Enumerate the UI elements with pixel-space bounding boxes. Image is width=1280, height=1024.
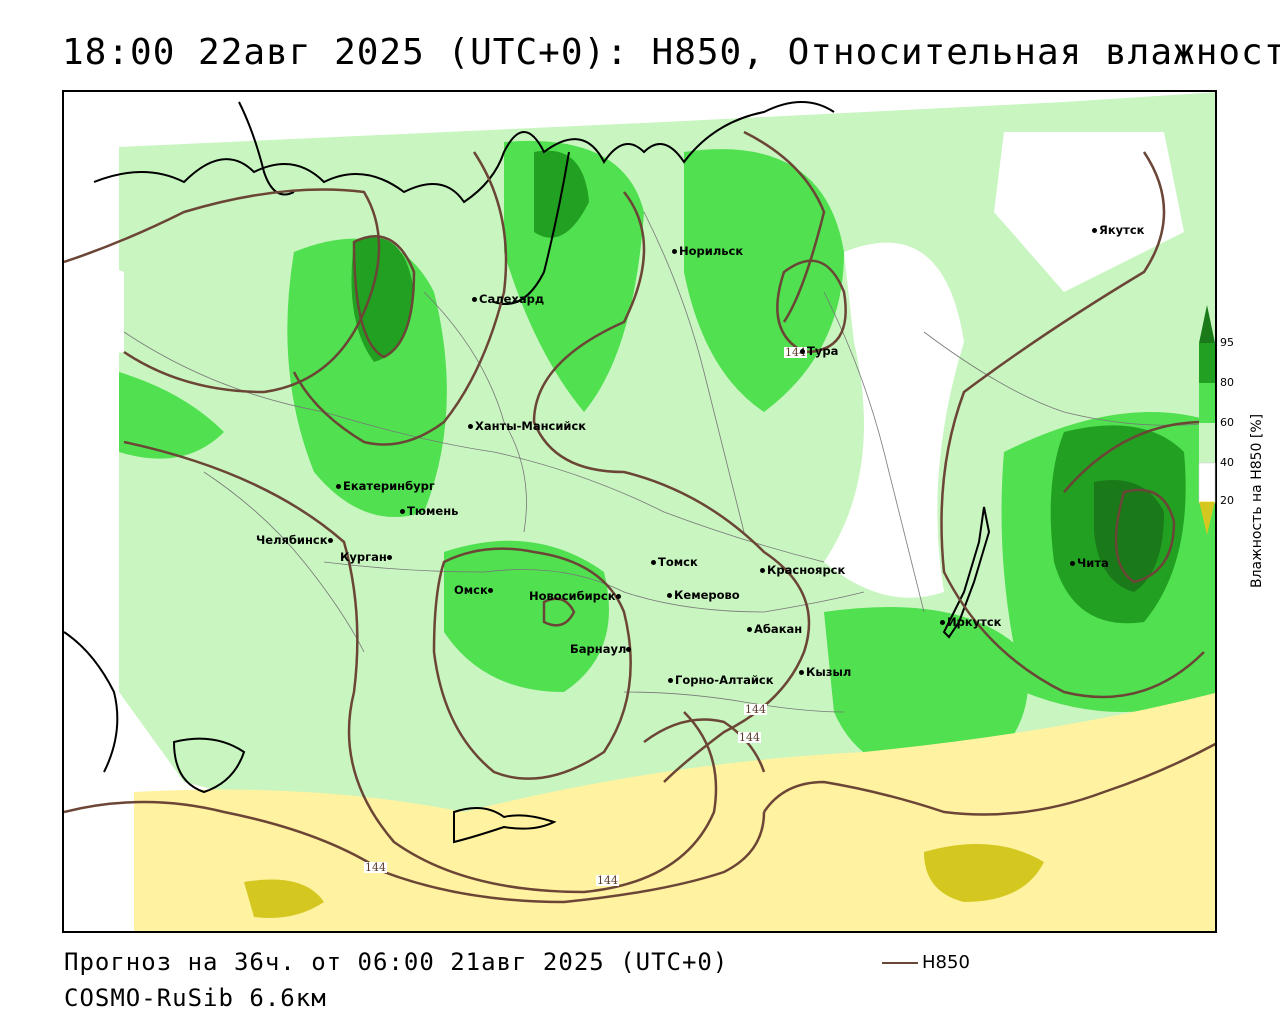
- city-marker-icon: [940, 620, 945, 625]
- humidity-80-95-area: [351, 237, 414, 362]
- coastline: [93, 101, 835, 204]
- city-marker-icon: [487, 588, 493, 593]
- colorbar-95-plus: [1199, 305, 1215, 343]
- humidity-95-area: [1094, 480, 1164, 592]
- humidity-20-40-area: [994, 132, 1184, 292]
- city-marker-icon: [651, 560, 656, 565]
- humidity-map[interactable]: 144 144 144 144 144 Якутск Норильск Сале…: [62, 90, 1217, 933]
- city-kurgan[interactable]: Курган: [340, 550, 394, 564]
- city-abakan[interactable]: Абакан: [747, 622, 802, 636]
- map-title: 18:00 22авг 2025 (UTC+0): H850, Относите…: [62, 32, 1280, 73]
- city-marker-icon: [1070, 561, 1075, 566]
- city-marker-icon: [626, 647, 632, 652]
- humidity-20-40-area: [824, 242, 964, 598]
- contour-label: 144: [596, 874, 619, 887]
- humidity-60-80-area: [119, 372, 224, 459]
- coastline: [238, 101, 295, 196]
- humidity-very-dry-area: [924, 844, 1044, 902]
- city-marker-icon: [1092, 228, 1097, 233]
- city-marker-icon: [667, 593, 672, 598]
- city-marker-icon: [760, 568, 765, 573]
- model-name: COSMO-RuSib 6.6км: [64, 984, 327, 1012]
- colorbar-tick: 80: [1220, 376, 1234, 389]
- colorbar-80-95: [1199, 343, 1215, 383]
- coastline: [493, 151, 570, 305]
- map-field: [64, 92, 1215, 931]
- humidity-60-80-area: [824, 607, 1028, 782]
- city-tomsk[interactable]: Томск: [651, 555, 698, 569]
- city-gorno-altaysk[interactable]: Горно-Алтайск: [668, 673, 774, 687]
- city-irkutsk[interactable]: Иркутск: [940, 615, 1001, 629]
- city-tyumen[interactable]: Тюмень: [400, 504, 458, 518]
- city-khanty-mansiysk[interactable]: Ханты-Мансийск: [468, 419, 586, 433]
- city-marker-icon: [672, 249, 677, 254]
- contour-label: 144: [364, 861, 387, 874]
- humidity-20-40-area: [64, 252, 124, 362]
- city-marker-icon: [386, 555, 392, 560]
- city-chita[interactable]: Чита: [1070, 556, 1109, 570]
- humidity-60-80-area: [444, 540, 609, 692]
- contour-label: 144: [784, 346, 807, 359]
- city-yekaterinburg[interactable]: Екатеринбург: [336, 479, 435, 493]
- city-krasnoyarsk[interactable]: Красноярск: [760, 563, 845, 577]
- city-kyzyl[interactable]: Кызыл: [799, 665, 851, 679]
- colorbar-tick: 60: [1220, 416, 1234, 429]
- contour-label: 144: [738, 731, 761, 744]
- city-novosibirsk[interactable]: Новосибирск: [529, 589, 623, 603]
- humidity-20-40-area: [64, 452, 100, 692]
- colorbar-tick: 20: [1220, 494, 1234, 507]
- coastline: [172, 737, 246, 794]
- colorbar-40-60: [1199, 423, 1215, 463]
- city-yakutsk[interactable]: Якутск: [1092, 223, 1144, 237]
- lake-baikal: [942, 506, 991, 639]
- colorbar-60-80: [1199, 383, 1215, 423]
- city-omsk[interactable]: Омск: [454, 583, 495, 597]
- city-tura[interactable]: Тура: [800, 344, 838, 358]
- city-marker-icon: [799, 670, 804, 675]
- contour-line-swatch: [882, 962, 918, 964]
- colorbar-20-40: [1198, 462, 1216, 504]
- city-marker-icon: [668, 678, 673, 683]
- colorbar-tick: 95: [1220, 336, 1234, 349]
- city-marker-icon: [800, 349, 805, 354]
- contour-label: 144: [744, 703, 767, 716]
- coastline: [64, 631, 119, 773]
- city-kemerovo[interactable]: Кемерово: [667, 588, 740, 602]
- city-marker-icon: [747, 627, 752, 632]
- city-marker-icon: [327, 538, 333, 543]
- coastline: [453, 807, 557, 844]
- city-barnaul[interactable]: Барнаул: [570, 642, 633, 656]
- city-norilsk[interactable]: Норильск: [672, 244, 743, 258]
- city-marker-icon: [400, 509, 405, 514]
- humidity-60-80-area: [684, 149, 844, 412]
- colorbar-swatches: [1198, 305, 1216, 535]
- city-marker-icon: [615, 594, 621, 599]
- humidity-very-dry-area: [244, 879, 324, 918]
- city-marker-icon: [336, 484, 341, 489]
- colorbar-tick: 40: [1220, 456, 1234, 469]
- colorbar-below-20: [1199, 501, 1215, 535]
- forecast-info: Прогноз на 36ч. от 06:00 21авг 2025 (UTC…: [64, 948, 729, 976]
- h850-line-legend: H850: [882, 952, 970, 973]
- city-marker-icon: [472, 297, 477, 302]
- city-salekhard[interactable]: Салехард: [472, 292, 544, 306]
- city-marker-icon: [468, 424, 473, 429]
- city-chelyabinsk[interactable]: Челябинск: [256, 533, 335, 547]
- colorbar-axis-title: Влажность на H850 [%]: [1249, 413, 1265, 588]
